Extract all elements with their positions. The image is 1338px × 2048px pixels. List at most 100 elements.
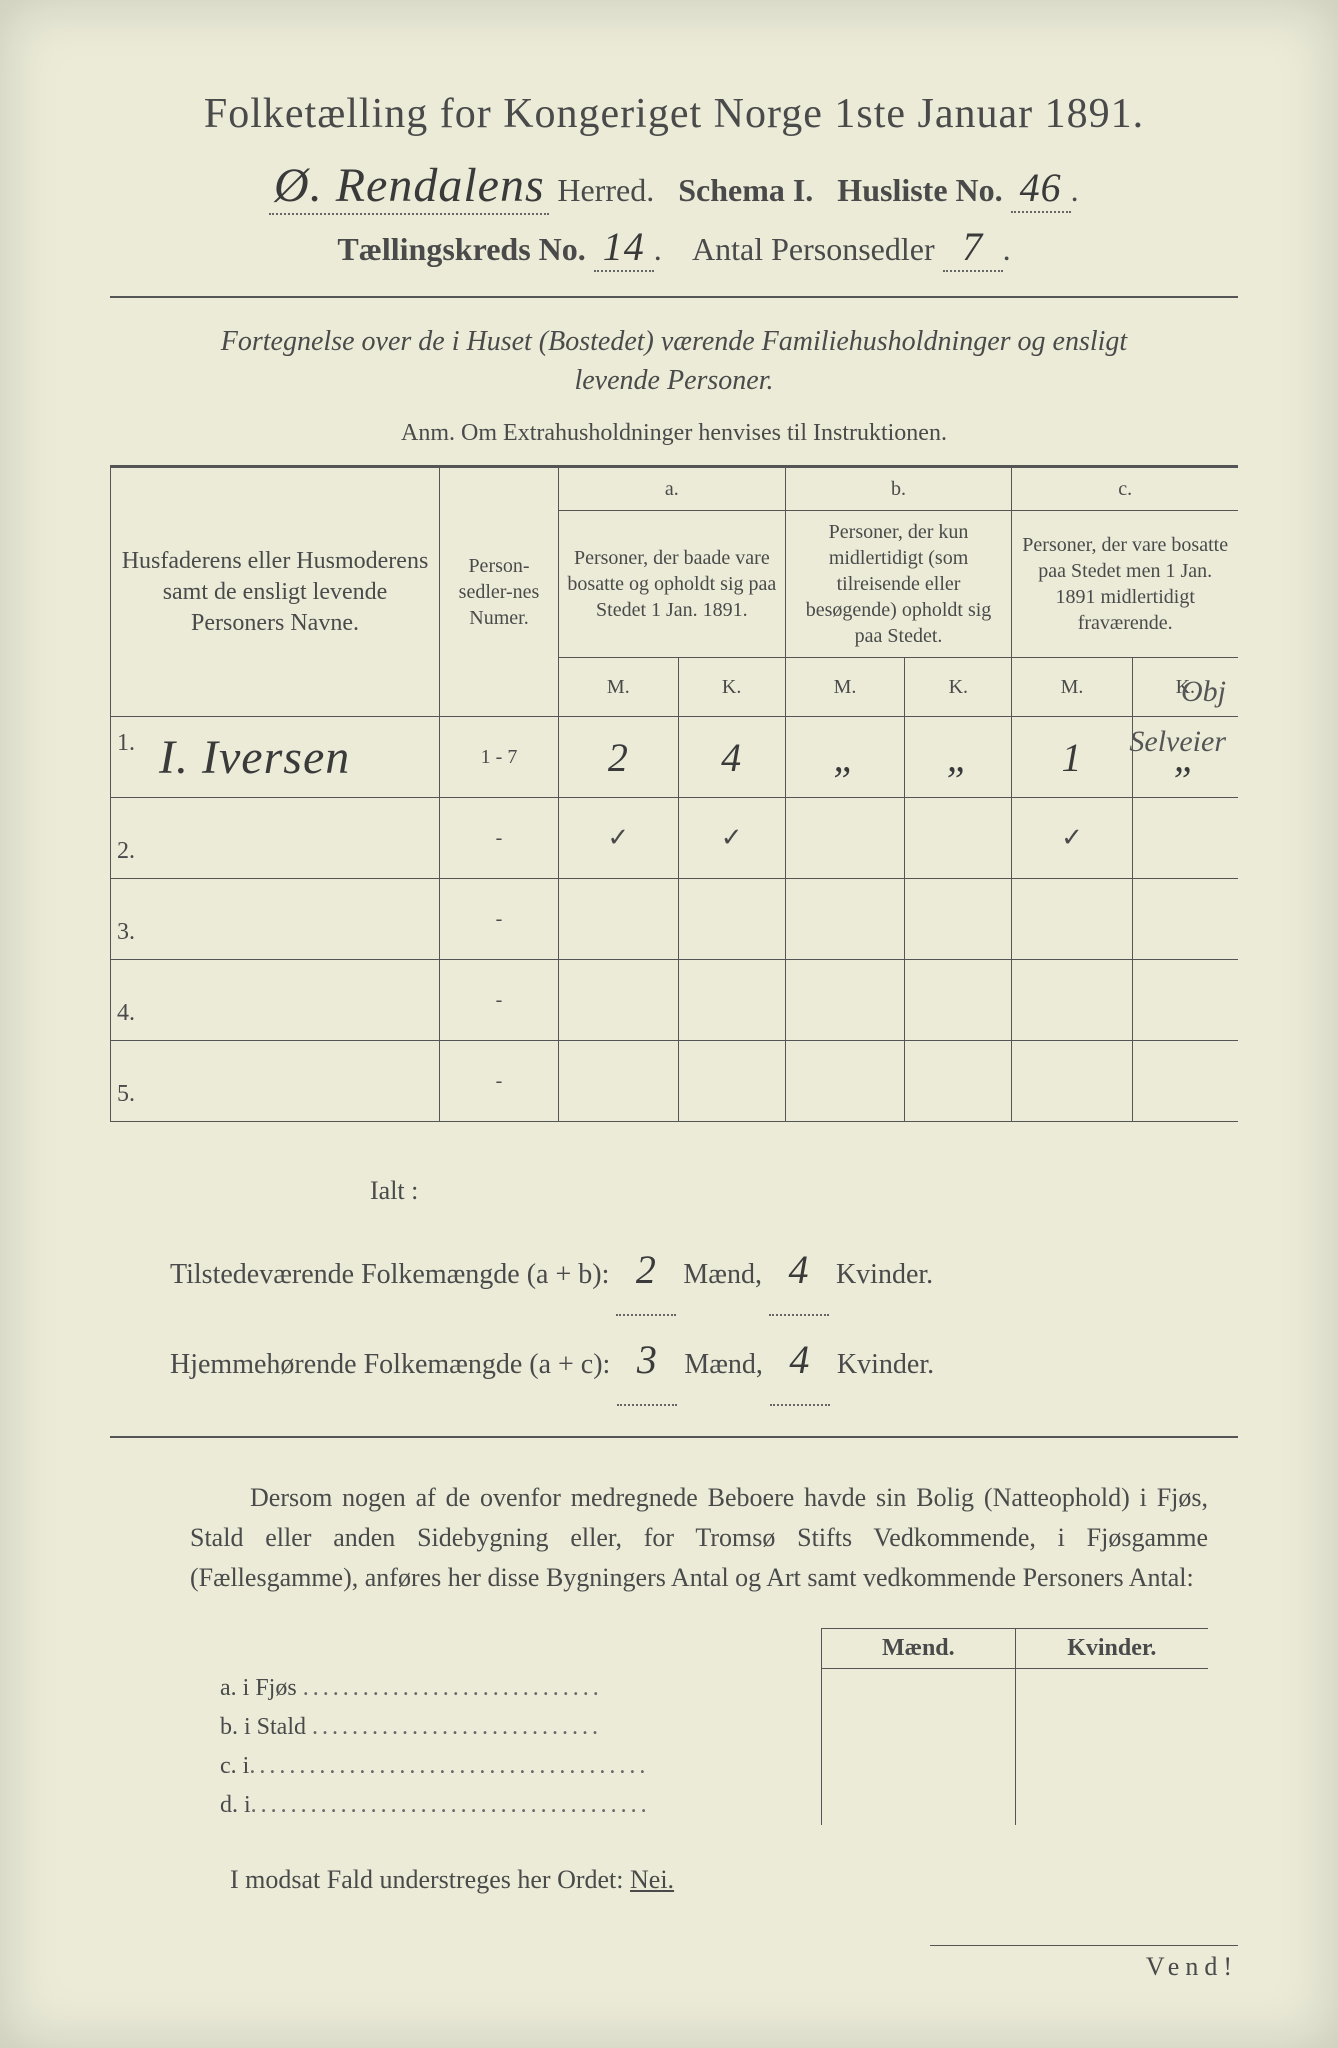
sublist-c-m: [822, 1747, 1015, 1786]
sublist-b: b. i Stald: [220, 1714, 306, 1740]
total-resident-k: 4: [770, 1316, 830, 1406]
total-present-label: Tilstedeværende Folkemængde (a + b):: [170, 1259, 609, 1290]
dots: .............................: [312, 1714, 602, 1740]
subtitle: Fortegnelse over de i Huset (Bostedet) v…: [190, 322, 1158, 400]
ialt-label: Ialt :: [370, 1162, 1238, 1219]
kvinder-label: Kvinder.: [836, 1259, 933, 1290]
cell-aK: 4: [721, 735, 742, 780]
dots: ........................................: [251, 1792, 651, 1818]
sublist-row: a. i Fjøs ..............................: [210, 1669, 1208, 1708]
cell-bM: [785, 879, 905, 960]
sublist-row: c. i....................................…: [210, 1747, 1208, 1786]
margin-note-1: Obj: [1181, 675, 1226, 709]
table-row: 1. I. Iversen 1 - 7 2 4 „ „ 1 „: [111, 717, 1239, 798]
total-present-k: 4: [769, 1226, 829, 1316]
cell-bM: „: [833, 735, 856, 780]
col-a-text: Personer, der baade vare bosatte og opho…: [559, 511, 786, 658]
taellingskreds-no: 14: [594, 223, 654, 272]
totals-block: Ialt : Tilstedeværende Folkemængde (a + …: [170, 1162, 1238, 1405]
col-numer-header: Person-sedler-nes Numer.: [440, 467, 559, 717]
cell-cK: [1132, 960, 1238, 1041]
sublist-a: a. i Fjøs: [220, 1675, 297, 1701]
sublist-head: Mænd. Kvinder.: [210, 1629, 1208, 1669]
row-num: 1.: [117, 730, 135, 757]
col-c-text: Personer, der vare bosatte paa Stedet me…: [1012, 511, 1238, 658]
a-m: M.: [559, 658, 679, 717]
kvinder-label: Kvinder.: [837, 1349, 934, 1380]
taellingskreds-label: Tællingskreds No.: [337, 231, 585, 267]
cell-cK: [1132, 1041, 1238, 1122]
col-c-label: c.: [1012, 467, 1238, 511]
cell-bK: [905, 960, 1012, 1041]
cell-cK: [1132, 879, 1238, 960]
sublist-row: d. i....................................…: [210, 1786, 1208, 1825]
maend-label: Mænd,: [683, 1259, 762, 1290]
table-head-row-1: Husfaderens eller Husmoderens samt de en…: [111, 467, 1239, 511]
herred-handwritten: Ø. Rendalens: [269, 158, 549, 215]
page-title: Folketælling for Kongeriget Norge 1ste J…: [110, 90, 1238, 138]
cell-cM: 1: [1062, 735, 1083, 780]
b-m: M.: [785, 658, 905, 717]
cell-aK: ✓: [721, 823, 743, 852]
dots: ........................................: [249, 1753, 649, 1779]
anm-note: Anm. Om Extrahusholdninger henvises til …: [110, 420, 1238, 447]
col-names-header: Husfaderens eller Husmoderens samt de en…: [111, 467, 440, 717]
sublist-a-m: [822, 1669, 1015, 1708]
schema-label: Schema I.: [678, 172, 813, 208]
maend-label: Mænd,: [684, 1349, 763, 1380]
row-numer: -: [440, 879, 559, 960]
cell-aM: ✓: [607, 823, 629, 852]
census-form-page: Folketælling for Kongeriget Norge 1ste J…: [0, 0, 1338, 2048]
sublist-d-k: [1015, 1786, 1208, 1825]
col-a-label: a.: [559, 467, 786, 511]
total-resident-m: 3: [617, 1316, 677, 1406]
nei-label: I modsat Fald understreges her Ordet:: [230, 1865, 624, 1894]
sublist: Mænd. Kvinder. a. i Fjøs ...............…: [210, 1628, 1208, 1825]
husliste-no: 46: [1011, 164, 1071, 213]
sublist-a-k: [1015, 1669, 1208, 1708]
sublist-b-k: [1015, 1708, 1208, 1747]
table-row: 2. - ✓ ✓ ✓: [111, 798, 1239, 879]
cell-aM: 2: [608, 735, 629, 780]
divider: [110, 1436, 1238, 1438]
a-k: K.: [678, 658, 785, 717]
divider: [110, 296, 1238, 298]
cell-bK: [905, 879, 1012, 960]
cell-cM: [1012, 960, 1132, 1041]
cell-aM: [559, 879, 679, 960]
paragraph-text: Dersom nogen af de ovenfor medregnede Be…: [190, 1483, 1208, 1593]
sublist-row: b. i Stald .............................: [210, 1708, 1208, 1747]
sublist-c-k: [1015, 1747, 1208, 1786]
table-row: 3. -: [111, 879, 1239, 960]
row-numer: -: [440, 960, 559, 1041]
total-line-1: Tilstedeværende Folkemængde (a + b): 2 M…: [170, 1226, 1238, 1316]
header-line-2: Tællingskreds No. 14. Antal Personsedler…: [110, 223, 1238, 272]
cell-bM: [785, 1041, 905, 1122]
cell-cK: [1132, 798, 1238, 879]
row-numer: -: [440, 1041, 559, 1122]
total-present-m: 2: [616, 1226, 676, 1316]
row-numer: 1 - 7: [440, 717, 559, 798]
col-b-label: b.: [785, 467, 1012, 511]
sublist-maend: Mænd.: [822, 1629, 1015, 1669]
antal-val: 7: [943, 223, 1003, 272]
antal-label: Antal Personsedler: [692, 231, 935, 267]
row-num: 4.: [117, 1000, 135, 1027]
row-num: 5.: [117, 1081, 135, 1108]
cell-aK: [678, 1041, 785, 1122]
vend-label: Vend!: [930, 1945, 1238, 1982]
row-name: I. Iversen: [159, 731, 350, 784]
total-resident-label: Hjemmehørende Folkemængde (a + c):: [170, 1349, 610, 1380]
main-table-wrapper: Obj Selveier Husfaderens eller Husmodere…: [110, 465, 1238, 1122]
header-line-1: Ø. Rendalens Herred. Schema I. Husliste …: [110, 158, 1238, 215]
cell-aM: [559, 1041, 679, 1122]
cell-bK: [905, 1041, 1012, 1122]
cell-aK: [678, 960, 785, 1041]
cell-aM: [559, 960, 679, 1041]
herred-label: Herred.: [557, 172, 654, 208]
nei-line: I modsat Fald understreges her Ordet: Ne…: [230, 1865, 1238, 1895]
husliste-label: Husliste No.: [837, 172, 1002, 208]
margin-note-2: Selveier: [1129, 725, 1226, 759]
row-num: 3.: [117, 919, 135, 946]
col-b-text: Personer, der kun midlertidigt (som tilr…: [785, 511, 1012, 658]
